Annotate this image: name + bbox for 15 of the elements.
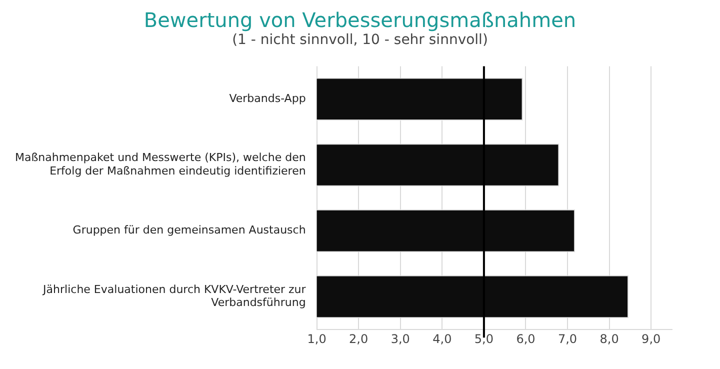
x-tick-label: 7,0: [558, 332, 578, 346]
x-tick-label: 6,0: [516, 332, 536, 346]
y-tick-label: Maßnahmenpaket und Messwerte (KPIs), welche den Erfolg der Maßnahmen eindeutig identifizieren: [14, 151, 306, 178]
x-tick-label: 5,0: [474, 332, 494, 346]
x-tick-label: 4,0: [432, 332, 452, 346]
x-tick-label: 9,0: [642, 332, 661, 346]
chart-title: Bewertung von Verbesserungsmaßnahmen: [142, 8, 578, 32]
chart-subtitle: (1 - nicht sinnvoll, 10 - sehr sinnvoll): [231, 32, 489, 48]
x-tick-label: 1,0: [307, 332, 326, 346]
y-tick-label: Gruppen für den gemeinsamen Austausch: [72, 224, 306, 237]
x-tick-label: 2,0: [349, 332, 368, 346]
x-tick-label: 3,0: [390, 332, 410, 346]
y-tick-label: Verbands-App: [229, 92, 306, 105]
y-tick-label: Jährliche Evaluationen durch KVKV-Vertreter zur Verbandsführung: [42, 282, 306, 310]
x-tick-label: 8,0: [600, 332, 619, 346]
